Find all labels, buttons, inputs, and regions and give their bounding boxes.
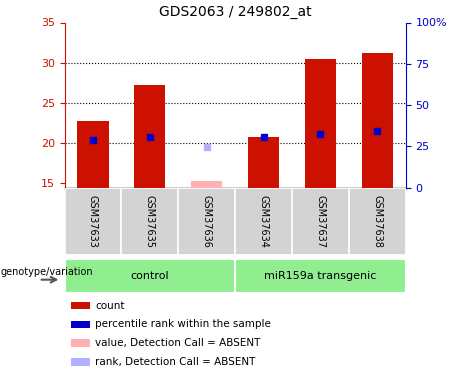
FancyBboxPatch shape bbox=[292, 188, 349, 255]
Bar bbox=[191, 181, 222, 188]
Text: control: control bbox=[130, 271, 169, 280]
Text: GSM37637: GSM37637 bbox=[315, 195, 325, 248]
Title: GDS2063 / 249802_at: GDS2063 / 249802_at bbox=[159, 5, 312, 19]
Text: value, Detection Call = ABSENT: value, Detection Call = ABSENT bbox=[95, 338, 260, 348]
Text: GSM37634: GSM37634 bbox=[259, 195, 269, 248]
Text: rank, Detection Call = ABSENT: rank, Detection Call = ABSENT bbox=[95, 357, 255, 367]
Text: miR159a transgenic: miR159a transgenic bbox=[264, 271, 377, 280]
Text: GSM37636: GSM37636 bbox=[201, 195, 212, 248]
Bar bbox=[77, 121, 109, 188]
Bar bbox=[305, 59, 336, 188]
Text: percentile rank within the sample: percentile rank within the sample bbox=[95, 320, 271, 329]
Text: GSM37638: GSM37638 bbox=[372, 195, 382, 248]
FancyBboxPatch shape bbox=[235, 259, 406, 292]
Bar bbox=[134, 85, 165, 188]
FancyBboxPatch shape bbox=[65, 188, 121, 255]
Text: GSM37635: GSM37635 bbox=[145, 195, 155, 248]
Bar bbox=[71, 321, 90, 328]
Bar bbox=[71, 358, 90, 366]
FancyBboxPatch shape bbox=[235, 188, 292, 255]
FancyBboxPatch shape bbox=[349, 188, 406, 255]
Text: GSM37633: GSM37633 bbox=[88, 195, 98, 248]
FancyBboxPatch shape bbox=[121, 188, 178, 255]
Text: genotype/variation: genotype/variation bbox=[0, 267, 93, 277]
Text: count: count bbox=[95, 301, 125, 310]
Bar bbox=[71, 302, 90, 309]
FancyBboxPatch shape bbox=[178, 188, 235, 255]
Bar bbox=[71, 339, 90, 347]
Bar bbox=[361, 53, 393, 188]
Bar bbox=[248, 137, 279, 188]
FancyBboxPatch shape bbox=[65, 259, 235, 292]
